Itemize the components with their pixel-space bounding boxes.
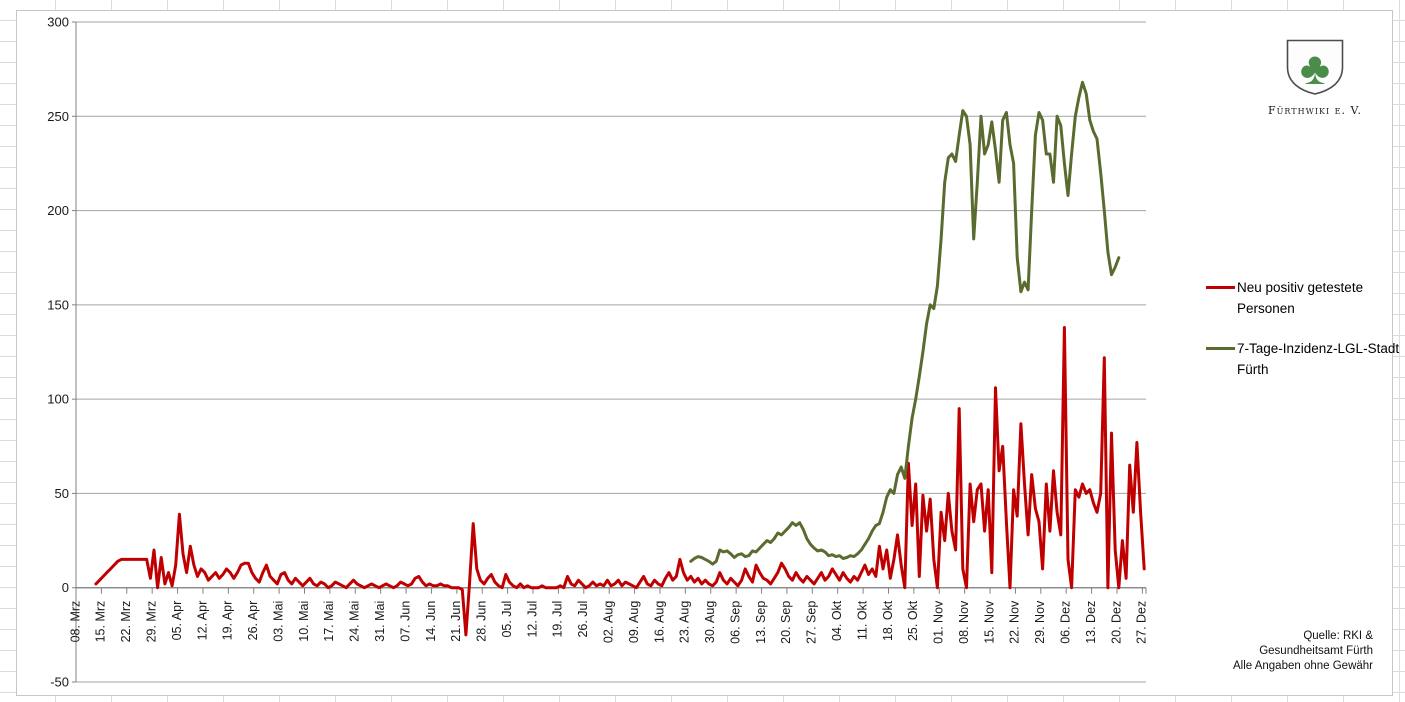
x-axis-label: 23. Aug [678, 601, 692, 643]
x-axis-label: 15. Mrz [94, 601, 108, 643]
x-axis-label: 16. Aug [652, 601, 666, 643]
legend-entry-incidence: 7-Tage-Inzidenz-LGL-Stadt Fürth [1206, 338, 1401, 380]
x-axis-label: 26. Apr [246, 601, 260, 641]
x-axis-label: 29. Nov [1033, 600, 1047, 644]
source-note: Quelle: RKI & Gesundheitsamt Fürth Alle … [1232, 630, 1373, 672]
y-axis-label: 200 [47, 203, 69, 218]
x-axis-label: 03. Mai [271, 601, 285, 642]
x-axis-label: 25. Okt [906, 600, 920, 641]
x-axis-label: 20. Sep [779, 601, 793, 644]
y-axis-label: 100 [47, 392, 69, 407]
chart-legend: Neu positiv getestete Personen 7-Tage-In… [1206, 277, 1401, 399]
series-line-new-positives [94, 326, 1146, 637]
y-axis-label: 300 [47, 15, 69, 30]
legend-label: 7-Tage-Inzidenz-LGL-Stadt Fürth [1237, 341, 1400, 377]
x-axis-label: 26. Jul [576, 601, 590, 638]
x-axis-label: 31. Mai [373, 601, 387, 642]
x-axis-label: 06. Dez [1059, 601, 1073, 644]
legend-swatch-green-line [1206, 347, 1235, 350]
y-axis-label: 150 [47, 297, 69, 312]
legend-swatch-red-line [1206, 286, 1235, 289]
x-axis-label: 06. Sep [728, 601, 742, 644]
line-chart: 300 250 200 150 100 50 0 -50 08. Mrz 15. Mrz 22. M… [47, 15, 1149, 690]
x-axis-label: 13. Dez [1084, 601, 1098, 644]
y-axis-label: 50 [55, 486, 69, 501]
logo-caption: Fürthwiki e. V. [1268, 104, 1362, 117]
x-axis-label: 27. Dez [1135, 601, 1149, 644]
x-axis-label: 28. Jun [475, 601, 489, 642]
x-axis-label: 04. Okt [830, 600, 844, 641]
x-axis-label: 13. Sep [754, 601, 768, 644]
x-axis-label: 01. Nov [932, 600, 946, 644]
shamrock-icon: ♣ [1300, 42, 1330, 94]
y-axis-label: 0 [62, 580, 69, 595]
x-axis-label: 22. Nov [1008, 600, 1022, 644]
x-axis-label: 05. Jul [500, 601, 514, 638]
x-axis-label: 07. Jun [398, 601, 412, 642]
x-axis-label: 09. Aug [627, 601, 641, 643]
x-axis-label: 19. Jul [551, 601, 565, 638]
x-axis-label: 14. Jun [424, 601, 438, 642]
chart-object: 300 250 200 150 100 50 0 -50 08. Mrz 15. Mrz 22. M… [16, 10, 1399, 696]
series-line-incidence [689, 80, 1121, 566]
legend-entry-new-positives: Neu positiv getestete Personen [1206, 277, 1401, 319]
x-axis-label: 20. Dez [1109, 601, 1123, 644]
x-axis-label: 29. Mrz [144, 601, 158, 643]
x-axis-label: 12. Jul [525, 601, 539, 638]
fuerthwiki-logo: ♣ Fürthwiki e. V. [1260, 39, 1370, 117]
y-axis-label: -50 [50, 675, 69, 690]
x-axis-label: 08. Mrz [68, 601, 82, 643]
x-axis-label: 05. Apr [170, 601, 184, 641]
x-axis-label: 19. Apr [221, 601, 235, 641]
x-axis-label: 10. Mai [297, 601, 311, 642]
x-axis-label: 18. Okt [881, 600, 895, 641]
x-axis-label: 24. Mai [348, 601, 362, 642]
shield-shamrock-icon: ♣ [1286, 39, 1344, 95]
x-axis-label: 08. Nov [957, 600, 971, 644]
x-axis-label: 27. Sep [805, 601, 819, 644]
legend-label: Neu positiv getestete Personen [1237, 280, 1364, 316]
x-axis-label: 15. Nov [982, 600, 996, 644]
x-axis-label: 30. Aug [703, 601, 717, 643]
x-axis-label: 02. Aug [602, 601, 616, 643]
y-axis-label: 250 [47, 109, 69, 124]
x-axis-label: 17. Mai [322, 601, 336, 642]
x-axis-label: 21. Jun [449, 601, 463, 642]
x-axis-label: 22. Mrz [119, 601, 133, 643]
x-axis-label: 11. Okt [855, 600, 869, 640]
x-axis-label: 12. Apr [195, 601, 209, 641]
